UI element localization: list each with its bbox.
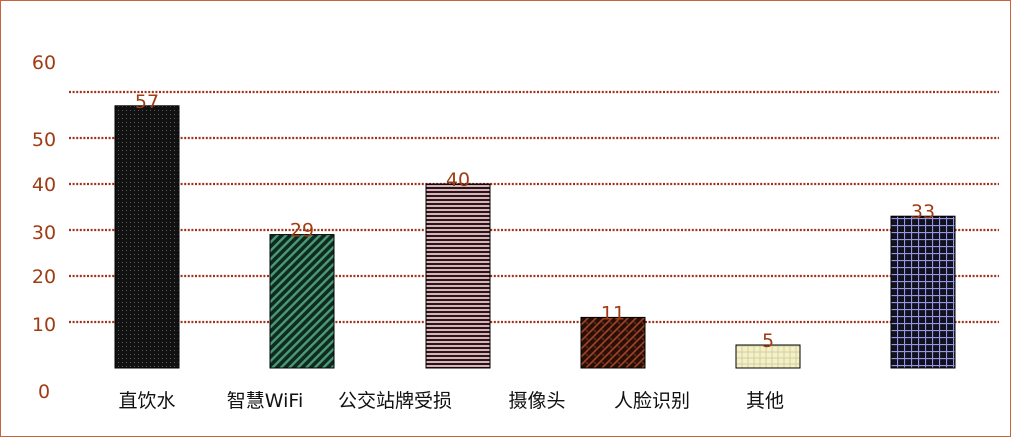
- bar: [735, 344, 801, 369]
- y-axis-ticks: 0 10 20 30 40 50 60: [32, 52, 56, 403]
- data-label: 40: [446, 169, 470, 191]
- y-tick-label: 0: [38, 381, 50, 403]
- y-tick-label: 30: [32, 222, 56, 244]
- bar: [269, 234, 335, 369]
- bar: [114, 105, 180, 369]
- y-tick-label: 40: [32, 174, 56, 196]
- grid-lines: [69, 90, 999, 324]
- category-label: 摄像头: [508, 390, 565, 412]
- category-label: 其他: [746, 390, 784, 412]
- y-tick-label: 60: [32, 52, 56, 74]
- bar: [890, 215, 956, 369]
- category-label: 直饮水: [118, 390, 175, 412]
- category-labels: 直饮水 智慧WiFi 公交站牌受损 摄像头 人脸识别 其他: [118, 390, 784, 412]
- data-label: 5: [762, 330, 774, 352]
- data-label: 11: [601, 302, 625, 324]
- data-label: 29: [290, 220, 314, 242]
- bars: [114, 105, 956, 369]
- y-tick-label: 20: [32, 266, 56, 288]
- data-label: 57: [135, 91, 159, 113]
- y-tick-label: 50: [32, 129, 56, 151]
- y-tick-label: 10: [32, 314, 56, 336]
- category-label: 人脸识别: [614, 390, 690, 412]
- bar: [425, 183, 491, 369]
- category-label: 公交站牌受损: [338, 390, 452, 412]
- category-label: 智慧WiFi: [227, 390, 303, 412]
- bar: [580, 316, 646, 369]
- data-labels: 57 29 40 11 5 33: [135, 91, 935, 352]
- data-label: 33: [911, 201, 935, 223]
